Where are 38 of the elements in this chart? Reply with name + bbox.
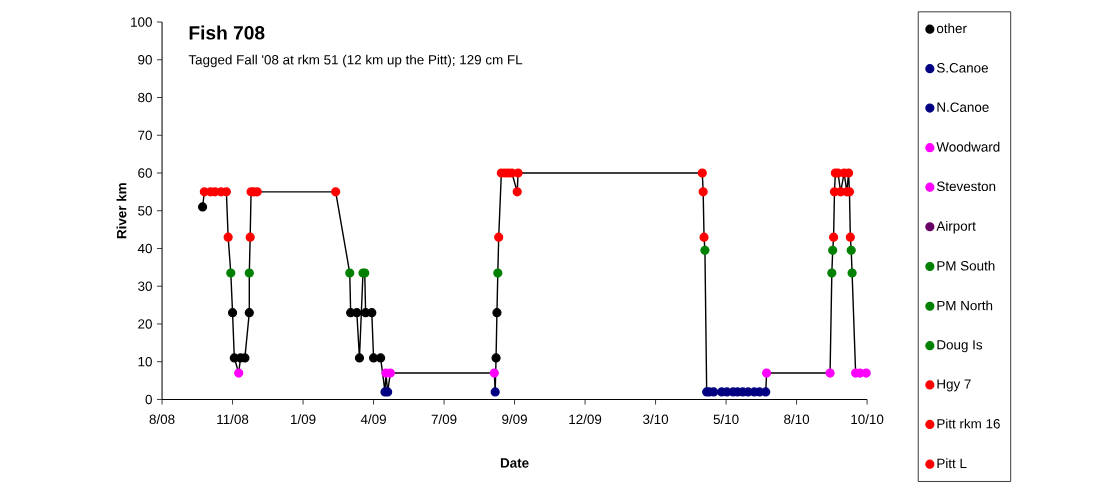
y-tick-label: 0 bbox=[145, 394, 152, 405]
y-tick-label: 30 bbox=[138, 281, 152, 292]
y-tick-label: 70 bbox=[138, 130, 152, 141]
text: Tagged Fall '08 at rkm 51 (12 km up the Pitt); 129 cm FL bbox=[188, 54, 523, 68]
x-axis-title: Date bbox=[500, 458, 529, 468]
y-tick-label: 100 bbox=[131, 17, 152, 27]
x-tick-label: 12/09 bbox=[569, 414, 602, 425]
y-tick-label: 10 bbox=[138, 357, 152, 367]
y-tick-label: 90 bbox=[138, 55, 152, 65]
legend-label: other bbox=[936, 23, 967, 34]
legend-label: N.Canoe bbox=[937, 102, 989, 113]
legend-label: Airport bbox=[936, 221, 976, 234]
x-tick-label: 8/10 bbox=[784, 414, 810, 425]
legend-label: Woodward bbox=[936, 142, 1000, 152]
x-tick-label: 8/08 bbox=[149, 414, 175, 425]
x-tick-label: 9/09 bbox=[502, 414, 527, 425]
chart-title: Fish 708 bbox=[189, 25, 265, 40]
legend-label: S.Canoe bbox=[936, 63, 988, 73]
x-tick-label: 1/09 bbox=[291, 414, 316, 425]
x-tick-label: 11/08 bbox=[217, 414, 249, 425]
legend-label: Hgy 7 bbox=[937, 379, 971, 392]
x-tick-label: 3/10 bbox=[643, 414, 669, 425]
legend-label: PM South bbox=[937, 260, 995, 271]
y-axis-title: River km bbox=[116, 183, 127, 239]
y-tick-label: 60 bbox=[138, 168, 152, 178]
y-tick-label: 40 bbox=[137, 243, 152, 254]
x-tick-label: 5/10 bbox=[713, 414, 739, 425]
legend-label: PM North bbox=[937, 300, 993, 311]
y-tick-label: 50 bbox=[138, 206, 152, 216]
legend-label: Pitt rkm 16 bbox=[937, 418, 1000, 429]
y-tick-label: 80 bbox=[138, 92, 152, 103]
legend-label: Pitt L bbox=[937, 458, 967, 469]
x-tick-label: 10/10 bbox=[851, 414, 884, 425]
x-tick-label: 7/09 bbox=[431, 414, 457, 425]
legend-label: Doug Is bbox=[937, 340, 983, 353]
x-tick-label: 4/09 bbox=[360, 414, 386, 425]
y-tick-label: 20 bbox=[138, 319, 152, 329]
legend-label: Steveston bbox=[936, 181, 996, 192]
